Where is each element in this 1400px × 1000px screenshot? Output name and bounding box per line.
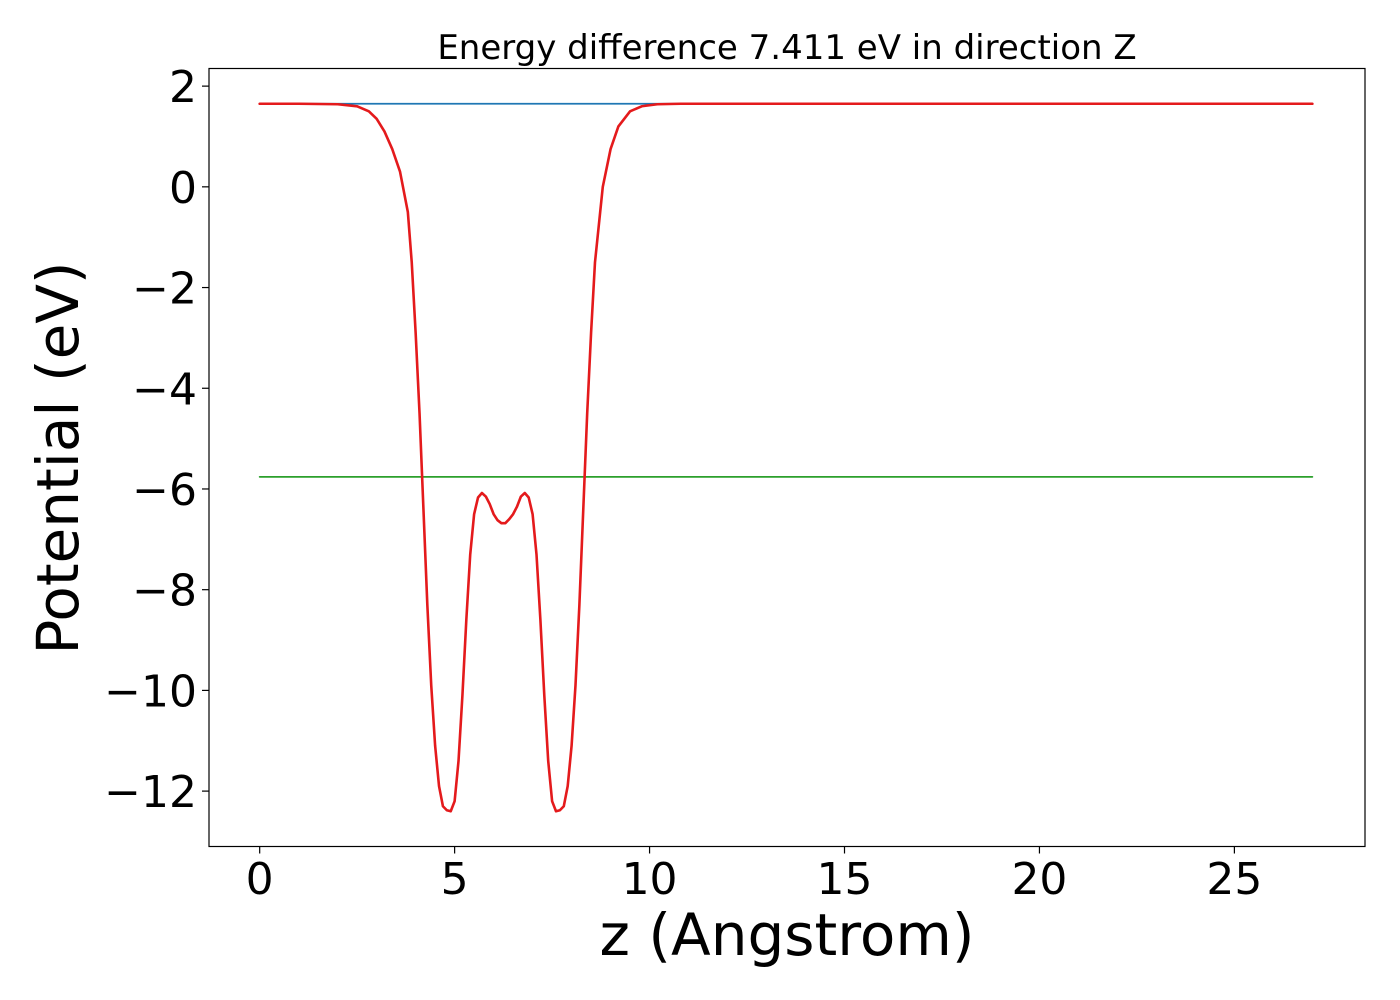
plot-frame <box>208 67 1366 848</box>
y-tick-label: 2 <box>169 62 197 113</box>
x-axis: 0 5 10 15 20 25 <box>246 846 1262 905</box>
y-tick-label: −4 <box>132 364 197 415</box>
x-tick-label: 5 <box>441 854 469 905</box>
y-tick-label: −12 <box>104 767 197 818</box>
x-tick-label: 20 <box>1011 854 1067 905</box>
x-tick-label: 25 <box>1206 854 1262 905</box>
plot-lines <box>258 102 1314 813</box>
y-axis-label: Potential (eV) <box>24 261 92 654</box>
series-line-3 <box>258 102 1314 813</box>
y-tick-label: −6 <box>132 465 197 516</box>
x-tick-label: 0 <box>246 854 274 905</box>
y-tick-label: −8 <box>132 566 197 617</box>
y-tick-label: −10 <box>104 666 197 717</box>
x-tick-label: 15 <box>817 854 873 905</box>
x-axis-label: z (Angstrom) <box>600 901 975 969</box>
y-tick-label: −2 <box>132 264 197 315</box>
y-axis: 2 0 −2 −4 −6 −8 −10 −12 <box>104 62 209 818</box>
y-tick-label: 0 <box>169 163 197 214</box>
chart-title: Energy difference 7.411 eV in direction … <box>437 28 1136 68</box>
x-tick-label: 10 <box>622 854 678 905</box>
